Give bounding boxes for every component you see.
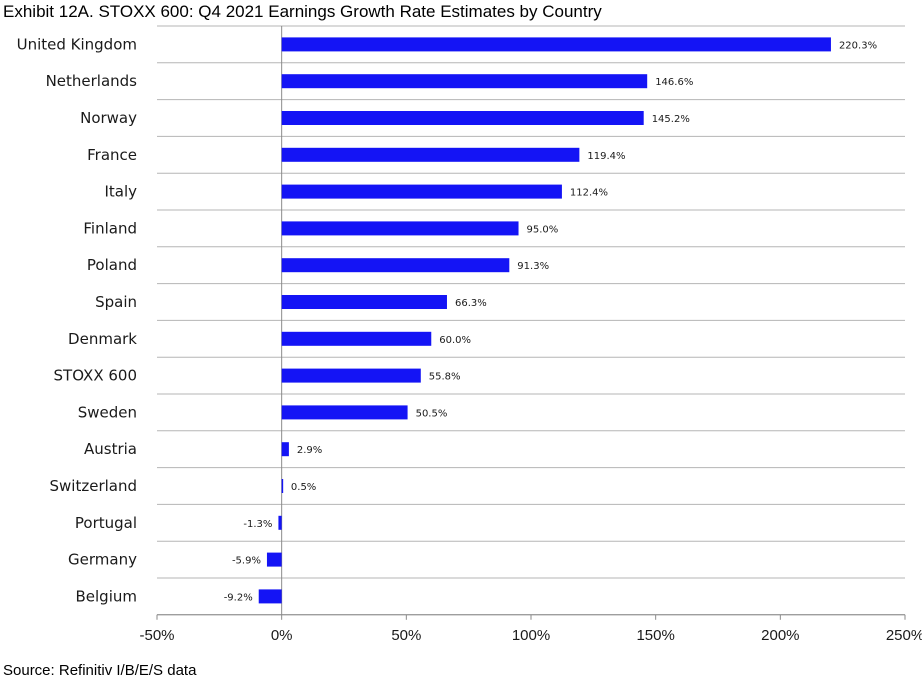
bar: [278, 515, 282, 530]
data-label: 91.3%: [517, 261, 549, 272]
data-label: 146.6%: [655, 77, 693, 88]
data-label: 60.0%: [439, 335, 471, 346]
data-label: 66.3%: [455, 298, 487, 309]
category-label: Denmark: [68, 330, 137, 348]
bar: [266, 552, 282, 567]
category-label: Germany: [68, 551, 137, 569]
data-label: 220.3%: [839, 40, 877, 51]
category-label: Switzerland: [50, 477, 138, 495]
x-tick-label: 100%: [512, 627, 550, 644]
bar: [281, 37, 831, 52]
bar: [281, 184, 562, 199]
data-label: 145.2%: [652, 114, 690, 125]
category-label: Poland: [87, 256, 137, 274]
chart-title: Exhibit 12A. STOXX 600: Q4 2021 Earnings…: [3, 2, 602, 21]
data-label: 2.9%: [297, 445, 322, 456]
category-label: United Kingdom: [17, 35, 137, 53]
x-tick-label: 150%: [636, 627, 674, 644]
bar: [281, 221, 519, 236]
x-tick-label: 250%: [886, 627, 922, 644]
bar: [281, 442, 289, 457]
bar: [258, 589, 282, 604]
category-label: Italy: [104, 183, 137, 201]
data-label: 95.0%: [527, 224, 559, 235]
bar: [281, 147, 580, 162]
gridlines: [156, 25, 906, 620]
bar: [281, 368, 421, 383]
source-note: Source: Refinitiv I/B/E/S data: [3, 662, 197, 679]
category-label: Netherlands: [46, 72, 138, 90]
category-label: Finland: [83, 219, 137, 237]
bars: [258, 37, 831, 604]
data-label: -9.2%: [224, 592, 253, 603]
data-label: 119.4%: [587, 151, 625, 162]
labels: -50% 0% 50% 100% 150% 200% 250% United Kingdom 2…: [17, 35, 922, 643]
bar: [281, 111, 644, 125]
bar: [281, 74, 648, 89]
category-label: Portugal: [75, 514, 137, 532]
bar: [281, 295, 447, 309]
category-label: Spain: [95, 293, 137, 311]
x-tick-label: -50%: [139, 627, 174, 644]
x-tick-label: 200%: [761, 627, 799, 644]
category-label: France: [87, 146, 137, 164]
bar: [281, 405, 408, 420]
data-label: -1.3%: [243, 519, 272, 530]
x-tick-label: 0%: [271, 627, 293, 644]
data-label: -5.9%: [232, 556, 261, 567]
category-label: Belgium: [76, 587, 138, 605]
data-label: 50.5%: [416, 408, 448, 419]
category-label: Sweden: [78, 403, 137, 421]
category-label: Norway: [80, 109, 137, 127]
data-label: 55.8%: [429, 372, 461, 383]
bar: [281, 479, 284, 493]
bar: [281, 258, 510, 273]
category-label: STOXX 600: [54, 367, 137, 385]
data-label: 0.5%: [291, 482, 316, 493]
category-label: Austria: [84, 440, 137, 458]
x-tick-label: 50%: [391, 627, 421, 644]
bar: [281, 331, 432, 346]
data-label: 112.4%: [570, 188, 608, 199]
